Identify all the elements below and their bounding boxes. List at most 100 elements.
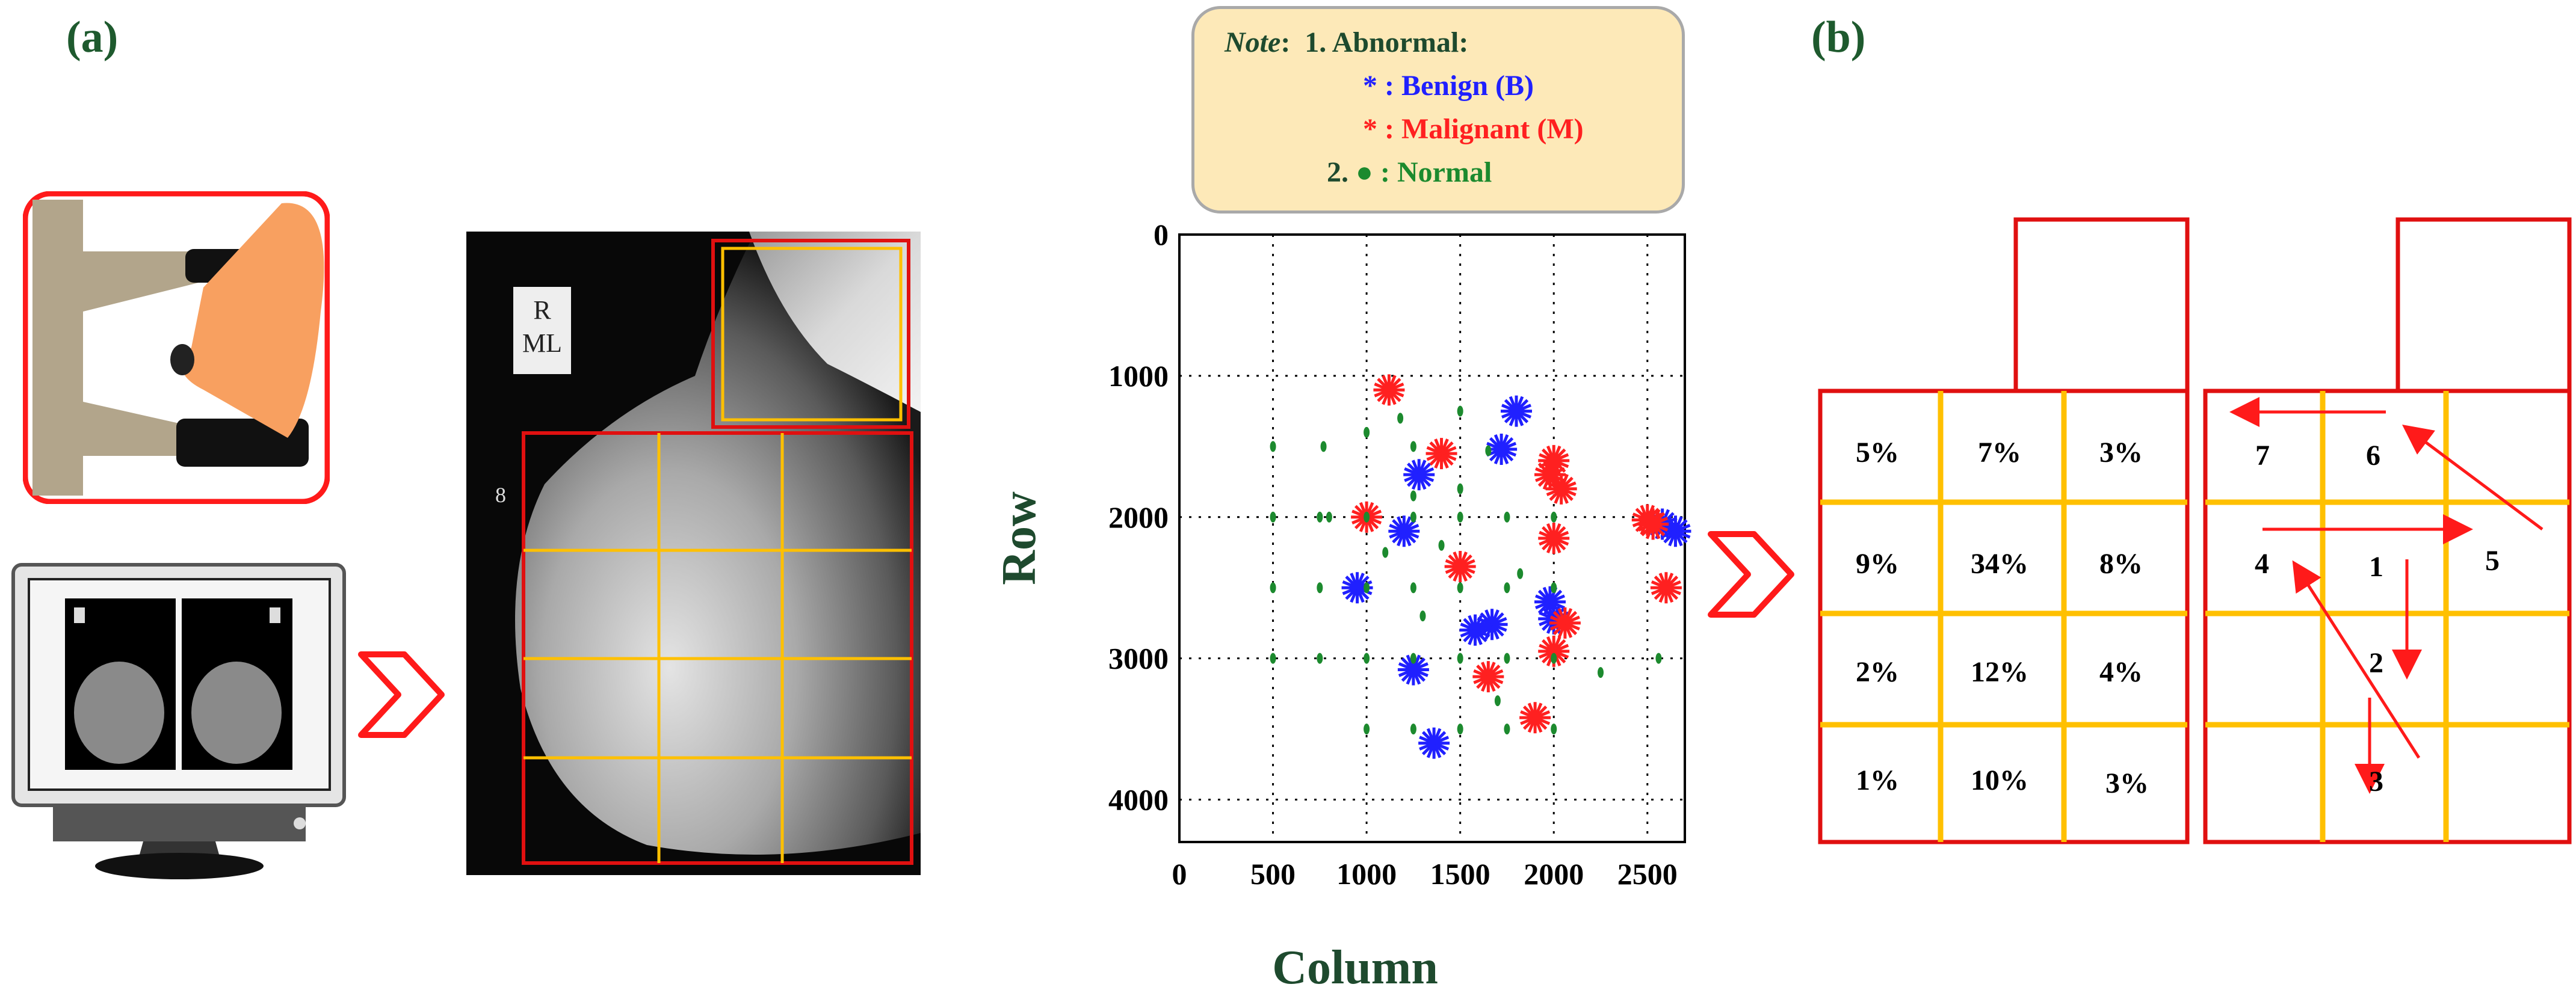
mammogram-image: R ML 8: [466, 232, 921, 875]
malignant-point: [1549, 607, 1581, 639]
normal-point: [1270, 582, 1276, 594]
grid-cell-pct: 1%: [1856, 764, 1899, 796]
grid-cell-pct: 3%: [2105, 767, 2149, 799]
x-tick-label: 500: [1250, 857, 1296, 891]
normal-point: [1397, 413, 1404, 424]
grid-cell-pct: 3%: [2099, 437, 2143, 469]
monitor-icon: [11, 563, 346, 879]
legend-malignant: * : Malignant (M): [1363, 113, 1584, 145]
malignant-point: [1373, 374, 1405, 406]
legend-line-abnormal: Note: 1. Abnormal:: [1225, 26, 1468, 59]
x-tick-label: 1500: [1430, 857, 1490, 891]
normal-point: [1270, 441, 1276, 452]
grid-cell-pct: 12%: [1971, 656, 2028, 688]
benign-point: [1486, 434, 1518, 466]
normal-point: [1457, 724, 1463, 735]
search-order-grid: [2203, 217, 2572, 844]
probability-grid: [1818, 217, 2190, 844]
normal-point: [1504, 724, 1510, 735]
note-item1: 1. Abnormal:: [1305, 26, 1469, 58]
malignant-point: [1538, 444, 1570, 476]
y-tick-label: 3000: [1108, 642, 1169, 675]
normal-point: [1457, 405, 1463, 417]
normal-point: [1438, 539, 1445, 551]
normal-point: [1410, 511, 1416, 523]
malignant-point: [1472, 661, 1504, 693]
scatter-chart: 0 500 1000 1500 2000 2500 0 1000 2000 3000 4000 Co…: [993, 223, 1691, 994]
malignant-point: [1444, 550, 1476, 582]
normal-point: [1551, 511, 1557, 523]
benign-point: [1459, 614, 1491, 646]
order-label: 3: [2369, 766, 2383, 798]
panel-label-b: (b): [1811, 13, 1866, 62]
normal-point: [1326, 511, 1332, 523]
normal-point: [1517, 568, 1524, 579]
normal-point: [1382, 547, 1389, 558]
normal-point: [1504, 653, 1510, 664]
normal-point: [1317, 511, 1323, 523]
normal-point: [1317, 582, 1323, 594]
note-normal-num: 2.: [1327, 156, 1348, 188]
normal-point: [1410, 653, 1416, 664]
note-colon: :: [1280, 26, 1291, 58]
normal-point: [1457, 483, 1463, 494]
order-label: 4: [2255, 548, 2269, 580]
normal-point: [1364, 653, 1370, 664]
film-marker-line1: R: [533, 295, 551, 325]
note-prefix: Note: [1225, 26, 1281, 58]
grid-cell-pct: 2%: [1856, 656, 1899, 688]
normal-point: [1551, 724, 1557, 735]
y-tick-label: 1000: [1108, 359, 1169, 393]
normal-point: [1364, 511, 1370, 523]
x-tick-label: 1000: [1336, 857, 1397, 891]
film-side-mark: 8: [495, 483, 506, 507]
normal-point: [1317, 653, 1323, 664]
benign-point: [1660, 515, 1691, 547]
normal-point: [1598, 667, 1604, 678]
x-tick-label: 2500: [1617, 857, 1678, 891]
normal-point: [1457, 511, 1463, 523]
benign-point: [1403, 459, 1435, 491]
normal-dot-icon: ●: [1356, 156, 1373, 188]
mammography-machine-icon: [23, 191, 330, 504]
grid-cell-pct: 8%: [2099, 548, 2143, 580]
malignant-point: [1538, 523, 1570, 554]
legend-normal-line: 2. ● : Normal: [1327, 156, 1492, 189]
chevron-right-icon: [1708, 531, 1794, 618]
y-tick-label: 4000: [1108, 783, 1169, 817]
normal-point: [1410, 582, 1416, 594]
malignant-point: [1650, 572, 1682, 604]
legend-normal: : Normal: [1373, 156, 1492, 188]
normal-point: [1270, 653, 1276, 664]
normal-point: [1551, 582, 1557, 594]
normal-point: [1320, 441, 1327, 452]
legend-note-box: Note: 1. Abnormal: * : Benign (B) * : Ma…: [1191, 6, 1685, 214]
normal-point: [1419, 610, 1426, 622]
grid-cell-pct: 34%: [1971, 548, 2028, 580]
order-label: 5: [2485, 545, 2500, 577]
chevron-right-icon: [358, 651, 445, 738]
malignant-point: [1545, 473, 1577, 505]
y-axis-label: Row: [993, 491, 1046, 585]
benign-point: [1388, 515, 1420, 547]
film-marker-line2: ML: [522, 328, 562, 358]
x-axis-label: Column: [1272, 941, 1438, 994]
normal-point: [1504, 582, 1510, 594]
normal-point: [1364, 426, 1370, 438]
benign-point: [1418, 727, 1450, 759]
order-label: 6: [2366, 440, 2380, 472]
normal-point: [1655, 653, 1662, 664]
x-tick-label: 2000: [1524, 857, 1584, 891]
normal-point: [1410, 724, 1416, 735]
legend-benign: * : Benign (B): [1363, 70, 1534, 102]
malignant-point: [1425, 438, 1457, 470]
normal-point: [1494, 695, 1501, 707]
order-label: 7: [2255, 440, 2270, 472]
order-label: 2: [2369, 647, 2383, 679]
x-tick-label: 0: [1172, 857, 1187, 891]
normal-point: [1364, 582, 1370, 594]
normal-point: [1270, 511, 1276, 523]
grid-cell-pct: 4%: [2099, 656, 2143, 688]
grid-cell-pct: 9%: [1856, 548, 1899, 580]
panel-label-a: (a): [66, 13, 119, 62]
